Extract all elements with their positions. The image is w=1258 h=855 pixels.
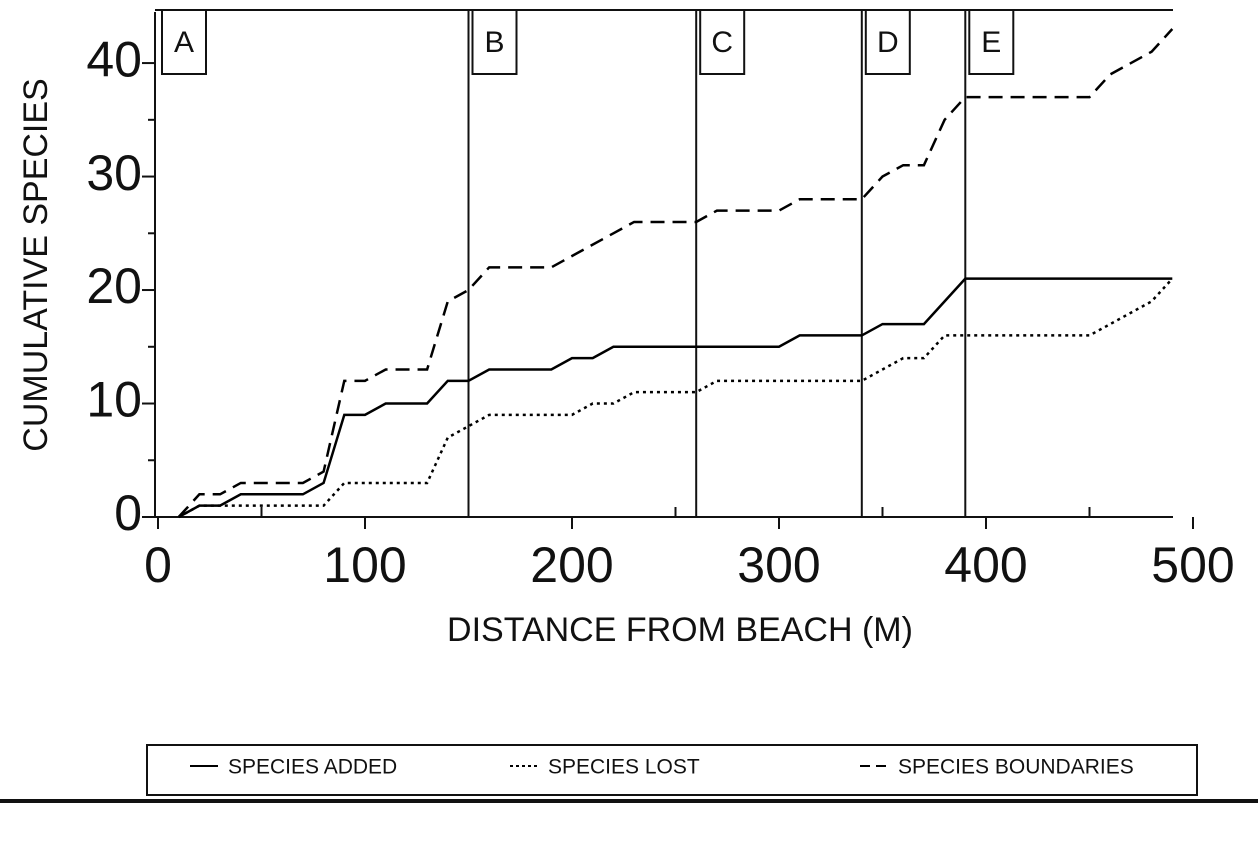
legend-box bbox=[146, 744, 1198, 796]
legend-label: SPECIES LOST bbox=[548, 756, 700, 779]
x-tick-label: 300 bbox=[737, 537, 820, 593]
zone-label: D bbox=[877, 26, 899, 59]
x-tick-label: 0 bbox=[144, 537, 172, 593]
legend-label: SPECIES BOUNDARIES bbox=[898, 756, 1134, 779]
series-line bbox=[178, 277, 1174, 519]
y-tick-label: 30 bbox=[86, 145, 142, 201]
x-tick-label: 500 bbox=[1151, 537, 1234, 593]
y-tick-label: 10 bbox=[86, 372, 142, 428]
y-tick-label: 20 bbox=[86, 258, 142, 314]
zone-label: E bbox=[981, 26, 1001, 59]
zone-box bbox=[471, 9, 518, 75]
zone-box bbox=[864, 9, 911, 75]
x-axis-label: DISTANCE FROM BEACH (M) bbox=[447, 611, 913, 649]
zone-label: B bbox=[484, 26, 504, 59]
zone-box bbox=[699, 9, 746, 75]
series-line bbox=[178, 277, 1173, 519]
zone-label: A bbox=[174, 26, 194, 59]
bottom-rule bbox=[0, 799, 1258, 803]
zone-box bbox=[161, 9, 207, 75]
series-line bbox=[177, 28, 1174, 518]
x-tick-label: 400 bbox=[944, 537, 1027, 593]
y-tick-label: 0 bbox=[114, 485, 142, 541]
zone-label: C bbox=[711, 26, 733, 59]
y-tick-label: 40 bbox=[86, 31, 142, 87]
zone-box bbox=[968, 9, 1015, 75]
legend-label: SPECIES ADDED bbox=[228, 756, 397, 779]
y-axis-label: CUMULATIVE SPECIES bbox=[17, 78, 55, 451]
x-tick-label: 200 bbox=[530, 537, 613, 593]
x-tick-label: 100 bbox=[323, 537, 406, 593]
